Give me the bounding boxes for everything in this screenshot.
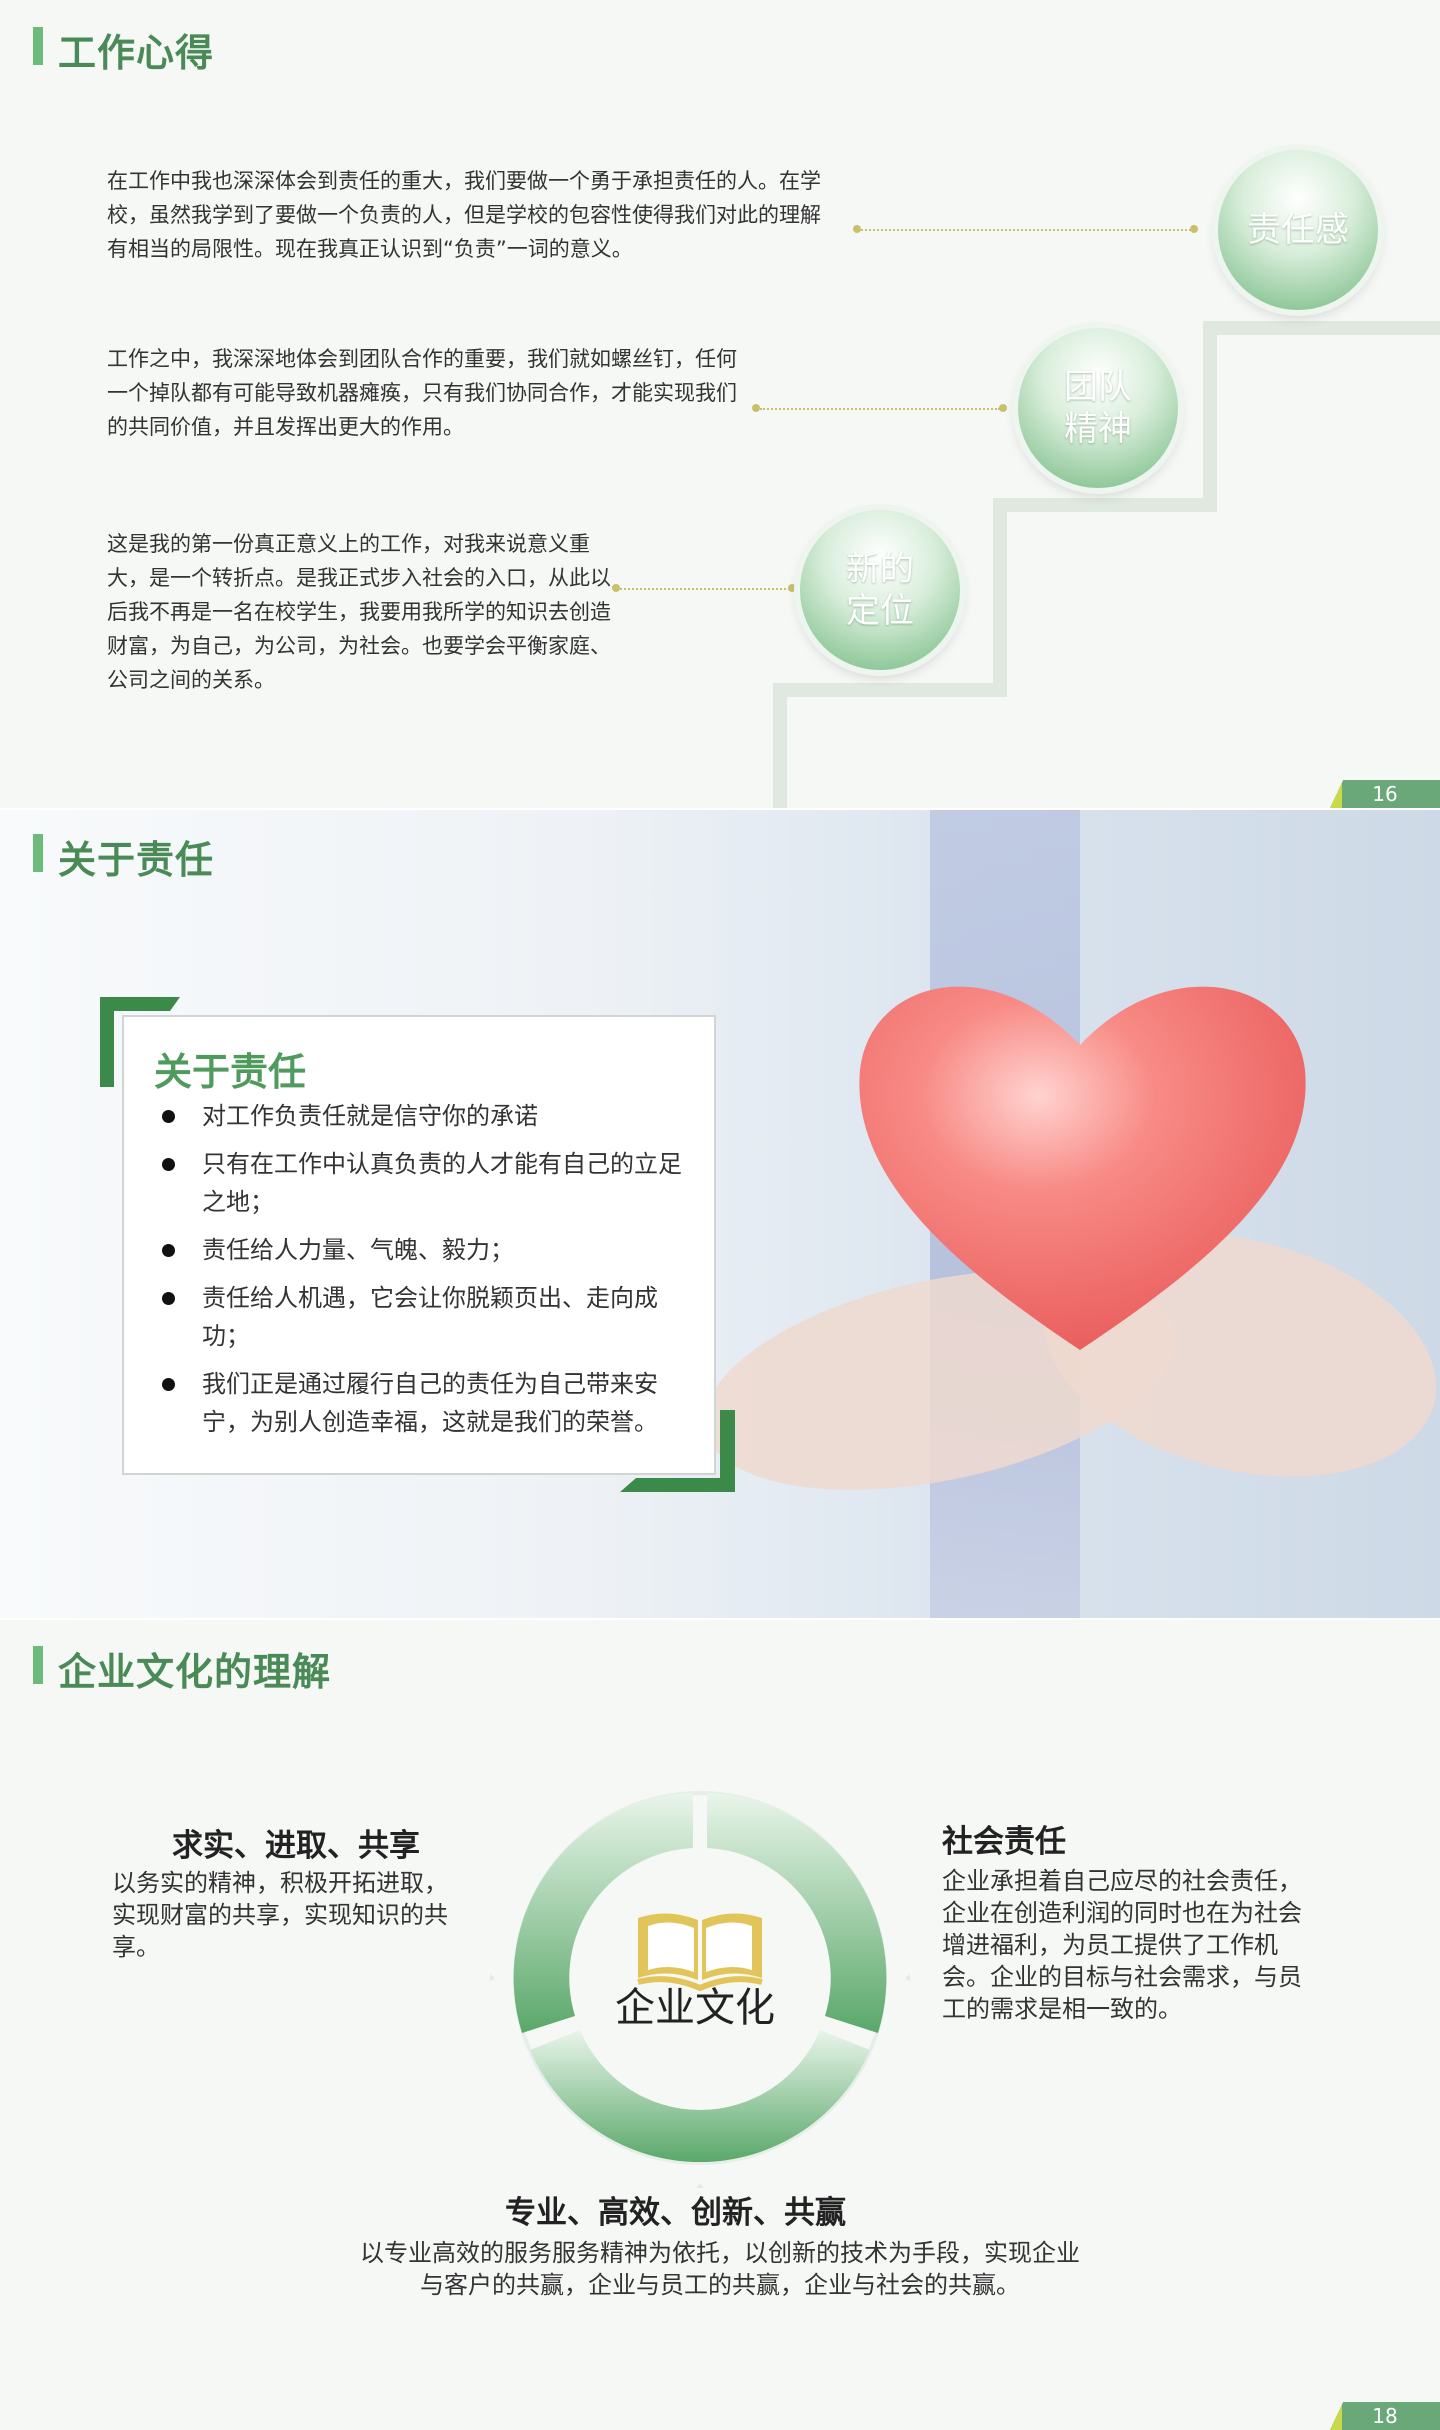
page-number: 18: [1330, 2402, 1440, 2430]
connector-dot: [999, 404, 1007, 412]
bullet-list: 对工作负责任就是信守你的承诺 只有在工作中认真负责的人才能有自己的立足之地； 责…: [162, 1097, 692, 1451]
bullet-item: 责任给人机遇，它会让你脱颖页出、走向成功；: [162, 1279, 692, 1355]
title-accent-bar: [33, 27, 43, 65]
slide-about-responsibility: 关于责任 关于责任 对工作负责任就是信守你的承诺 只有在工作中认真负责的人才能有…: [0, 810, 1440, 1618]
connector-dot: [788, 584, 796, 592]
responsibility-card: 关于责任 对工作负责任就是信守你的承诺 只有在工作中认真负责的人才能有自己的立足…: [122, 1015, 716, 1475]
left-heading: 求实、进取、共享: [172, 1828, 420, 1864]
title-accent-bar: [33, 1646, 43, 1684]
paragraph-new-position: 这是我的第一份真正意义上的工作，对我来说意义重大，是一个转折点。是我正式步入社会…: [107, 532, 611, 692]
badge-responsibility: 责任感: [1218, 150, 1378, 310]
bullet-item: 只有在工作中认真负责的人才能有自己的立足之地；: [162, 1145, 692, 1221]
connector-dot: [1190, 225, 1198, 233]
connector-dot: [612, 584, 620, 592]
title-accent-bar: [33, 834, 43, 872]
slide-work-experience: 工作心得 在工作中我也深深体会到责任的重大，我们要做一个勇于承担责任的人。在学校…: [0, 0, 1440, 808]
center-label: 企业文化: [615, 1985, 775, 2031]
paragraph-responsibility: 在工作中我也深深体会到责任的重大，我们要做一个勇于承担责任的人。在学校，虽然我学…: [107, 169, 821, 261]
bottom-description: 以专业高效的服务服务精神为依托，以创新的技术为手段，实现企业与客户的共赢，企业与…: [360, 2239, 1080, 2299]
connector-line: [620, 588, 790, 590]
slide-title: 工作心得: [58, 31, 215, 75]
slide-corporate-culture: 企业文化的理解 企业文化 求实、进取、共享 以务实的精神，积极开拓进取，实现财富…: [0, 1620, 1440, 2430]
badge-team-spirit: 团队 精神: [1018, 328, 1178, 488]
bullet-item: 责任给人力量、气魄、毅力；: [162, 1231, 692, 1269]
connector-dot: [853, 225, 861, 233]
bullet-item: 我们正是通过履行自己的责任为自己带来安宁，为别人创造幸福，这就是我们的荣誉。: [162, 1365, 692, 1441]
bottom-heading: 专业、高效、创新、共赢: [505, 2195, 846, 2231]
connector-line: [861, 229, 1191, 231]
connector-line: [760, 408, 1000, 410]
heart-image: [859, 986, 1306, 1350]
connector-dot: [752, 404, 760, 412]
page-number: 16: [1330, 780, 1440, 808]
card-corner-accent-top: [100, 997, 180, 1087]
card-corner-accent-bottom: [620, 1410, 735, 1492]
staircase-decoration: [773, 321, 1440, 808]
left-description: 以务实的精神，积极开拓进取，实现财富的共享，实现知识的共享。: [112, 1869, 448, 1961]
culture-ring-diagram: [490, 1791, 910, 2188]
card-title: 关于责任: [154, 1050, 307, 1094]
right-description: 企业承担着自己应尽的社会责任，企业在创造利润的同时也在为社会增进福利，为员工提供…: [942, 1867, 1302, 2023]
right-heading: 社会责任: [942, 1824, 1066, 1860]
slide-title: 企业文化的理解: [58, 1650, 332, 1694]
book-icon: [637, 1913, 763, 1992]
bullet-item: 对工作负责任就是信守你的承诺: [162, 1097, 692, 1135]
badge-new-position: 新的 定位: [800, 510, 960, 670]
slide-title: 关于责任: [58, 838, 215, 882]
paragraph-teamwork: 工作之中，我深深地体会到团队合作的重要，我们就如螺丝钉，任何一个掉队都有可能导致…: [107, 347, 737, 439]
